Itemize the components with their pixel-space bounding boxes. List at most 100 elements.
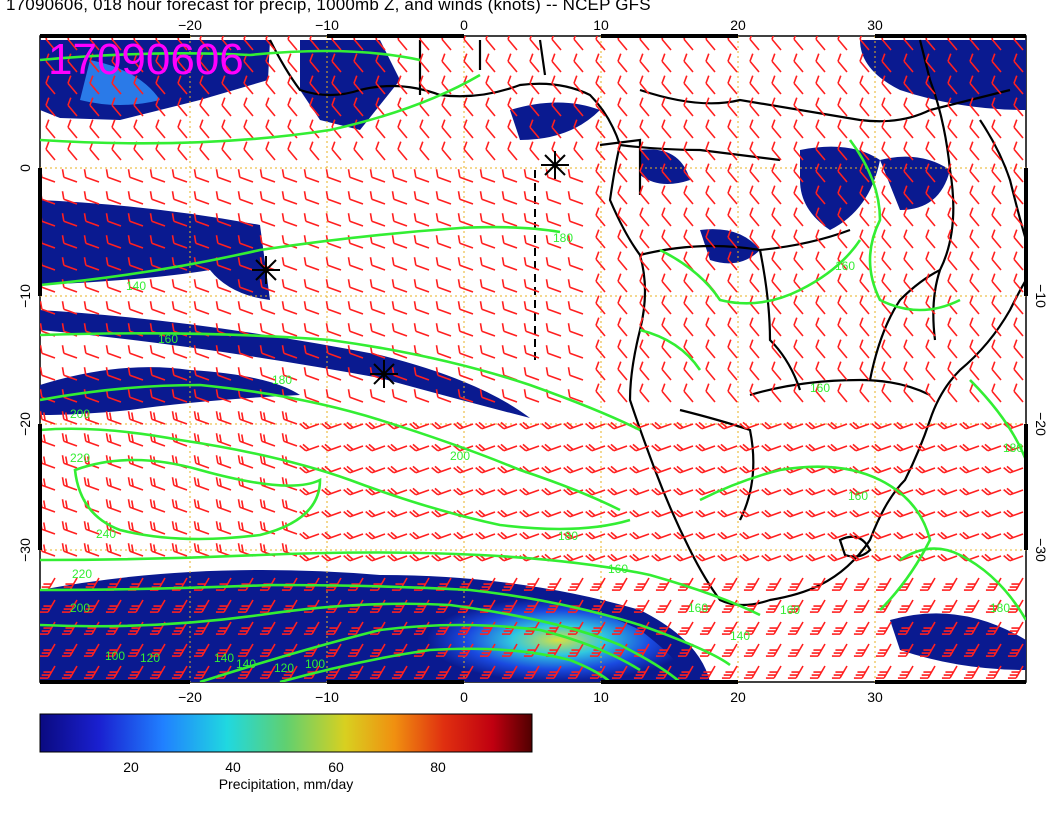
wind-barb <box>375 36 386 51</box>
wind-barb <box>281 169 298 183</box>
wind-barb <box>947 339 958 359</box>
wind-barb <box>881 97 892 117</box>
wind-barb <box>83 367 100 381</box>
wind-barb <box>815 207 826 227</box>
wind-barb <box>391 301 408 315</box>
colorbar-tick: 60 <box>328 759 344 775</box>
wind-barb <box>133 119 144 139</box>
wind-barb <box>501 301 518 315</box>
contour-label: 200 <box>450 449 470 463</box>
wind-barb <box>727 339 738 359</box>
wind-barb <box>45 97 56 117</box>
wind-barb <box>40 367 56 381</box>
wind-barb <box>771 53 782 73</box>
wind-barb <box>727 163 738 183</box>
wind-barb <box>827 531 848 540</box>
wind-barb <box>651 531 672 540</box>
wind-barb <box>281 301 298 315</box>
wind-barb <box>661 361 672 381</box>
wind-barb <box>849 421 870 430</box>
wind-barb <box>215 643 232 657</box>
wind-barb <box>523 665 540 679</box>
wind-barb <box>413 599 430 613</box>
wind-barb <box>475 465 496 474</box>
wind-barb <box>871 421 892 430</box>
wind-barb <box>321 509 342 518</box>
wind-barb <box>661 207 672 227</box>
wind-barb <box>171 543 188 557</box>
wind-barb <box>633 643 650 657</box>
wind-barb <box>127 499 144 513</box>
wind-barb <box>805 421 826 430</box>
wind-barb <box>859 229 870 249</box>
wind-barb <box>519 443 540 452</box>
wind-barb <box>595 317 606 337</box>
wind-barb <box>457 213 474 227</box>
wind-barb <box>463 75 474 95</box>
wind-barb <box>479 235 496 249</box>
wind-barb <box>853 599 870 613</box>
wind-barb <box>881 75 892 95</box>
wind-barb <box>1013 339 1024 359</box>
wind-barb <box>853 665 870 679</box>
wind-barb <box>365 465 386 474</box>
wind-barb <box>705 251 716 271</box>
contour-labels: 140 160 180 180 200 200 220 240 220 200 … <box>70 231 1023 675</box>
wind-barb <box>369 665 386 679</box>
contour-label: 160 <box>608 562 628 576</box>
wind-barb <box>783 421 804 430</box>
wind-barb <box>281 411 298 425</box>
wind-barb <box>369 323 386 337</box>
wind-barb <box>947 185 958 205</box>
wind-barb <box>629 465 650 474</box>
wind-barb <box>259 433 276 447</box>
wind-barb <box>683 141 694 161</box>
wind-barb <box>677 665 694 679</box>
contour-label: 180 <box>1003 441 1023 455</box>
wind-barb <box>387 465 408 474</box>
wind-barb <box>105 235 122 249</box>
contour-label: 180 <box>558 529 578 543</box>
wind-barb <box>991 361 1002 381</box>
wind-barb <box>347 257 364 271</box>
wind-barb <box>303 169 320 183</box>
wind-barb <box>717 531 738 540</box>
wind-barb <box>925 251 936 271</box>
wind-barb <box>925 229 936 249</box>
wind-barb <box>875 599 892 613</box>
wind-barb <box>409 553 430 562</box>
wind-barb <box>435 191 452 205</box>
wind-barb <box>391 257 408 271</box>
wind-barb <box>303 643 320 657</box>
wind-barb <box>661 163 672 183</box>
wind-barb <box>325 213 342 227</box>
wind-barb <box>413 279 430 293</box>
wind-barb <box>749 53 760 73</box>
wind-barb <box>1007 599 1024 613</box>
wind-barb <box>413 665 430 679</box>
wind-barb <box>40 301 56 315</box>
wind-barb <box>617 251 628 271</box>
wind-barb <box>215 389 232 403</box>
wind-barb <box>633 665 650 679</box>
wind-barb <box>991 75 1002 95</box>
wind-barb <box>457 235 474 249</box>
wind-barb <box>523 279 540 293</box>
wind-barb <box>739 443 760 452</box>
wind-barb <box>815 339 826 359</box>
wind-barb <box>375 141 386 161</box>
wind-barb <box>567 169 584 183</box>
wind-barb <box>749 141 760 161</box>
wind-barb <box>435 621 452 635</box>
wind-barb <box>111 97 122 117</box>
wind-barb <box>171 389 188 403</box>
lon-tick-label: 0 <box>460 17 468 33</box>
wind-barb <box>567 599 584 613</box>
wind-barb <box>815 185 826 205</box>
wind-barb <box>435 367 452 381</box>
wind-barb <box>607 531 628 540</box>
wind-barb <box>793 53 804 73</box>
wind-barb <box>567 643 584 657</box>
wind-barb <box>673 531 694 540</box>
wind-barb <box>171 367 188 381</box>
